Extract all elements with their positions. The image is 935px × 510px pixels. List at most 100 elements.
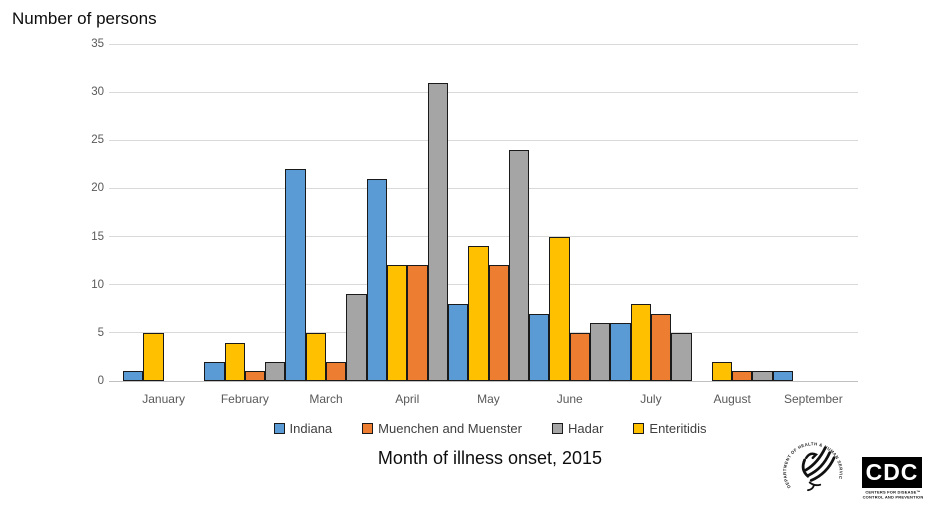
y-axis-tick-label: 15 [91,230,104,243]
bar-indiana-january [123,371,144,381]
legend-label: Muenchen and Muenster [378,421,522,436]
bar-enteritidis-june [549,236,570,381]
bar-slot [752,44,773,381]
bar-group-may [447,44,530,381]
bar-enteritidis-january [143,332,164,381]
bar-slot [427,44,448,381]
legend-swatch [362,423,374,434]
bar-slot [123,44,144,381]
hhs-seal-logo: DEPARTMENT OF HEALTH & HUMAN SERVICES • … [774,424,845,492]
bar-hadar-march [346,294,367,381]
x-axis-tick-label: September [784,392,843,406]
bar-slot [143,44,164,381]
legend-item-indiana: Indiana [273,421,333,436]
gridline [109,43,858,45]
bar-group-june [529,44,611,381]
y-axis-tick-label: 25 [91,134,104,147]
y-axis-tick-label: 5 [97,326,104,339]
bar-indiana-february [204,361,225,381]
bar-slot [346,44,367,381]
bar-hadar-july [671,332,692,381]
bar-slot [488,44,509,381]
bar-indiana-april [366,178,387,381]
bar-slot [265,44,286,381]
gridline [109,187,858,189]
x-axis-tick-label: August [713,392,751,406]
bar-slot [407,44,428,381]
y-axis-tick-label: 35 [91,38,104,50]
x-axis-tick-label: July [640,392,662,406]
bar-muenchen-and-muenster-july [650,313,672,381]
bar-slot [569,44,591,381]
cdc-logo-acronym: CDC [862,457,922,488]
y-axis-tick-label: 30 [91,86,104,99]
bar-slot [244,44,266,381]
gridline [109,139,858,141]
bar-hadar-may [508,149,530,381]
bar-slot [447,44,469,381]
legend-item-enteritidis: Enteritidis [633,421,706,436]
x-axis-tick-label: January [142,392,185,406]
legend-item-muenchen-and-muenster: Muenchen and Muenster [362,421,522,436]
bar-enteritidis-april [386,265,408,381]
bar-slot [793,44,813,381]
bar-slot [529,44,550,381]
bar-indiana-june [529,313,550,381]
bar-hadar-february [265,361,286,381]
bar-enteritidis-february [224,342,245,381]
chart-legend: Indiana Muenchen and Muenster Hadar Enterit… [109,421,871,436]
bar-group-march [285,44,367,381]
y-axis-tick-labels: 0 5 10 15 20 25 30 35 [58,38,104,387]
bar-enteritidis-july [630,303,651,381]
cdc-tagline-line2: CONTROL AND PREVENTION [862,494,924,500]
legend-swatch [551,423,563,434]
bar-slot [184,44,204,381]
plot-area [109,43,858,382]
x-axis-tick-label: February [220,392,269,406]
bar-indiana-september [772,371,794,381]
bar-slot [386,44,408,381]
x-axis-title: Month of illness onset, 2015 [377,448,603,468]
bar-slot [650,44,672,381]
bar-indiana-may [447,303,469,381]
cdc-logo: CDC CENTERS FOR DISEASE™ CONTROL AND PRE… [862,457,924,509]
y-axis-tick-label: 0 [97,375,104,387]
bar-hadar-august [752,371,773,381]
hhs-eagle-icon [801,446,836,492]
bar-slot [164,44,184,381]
cdc-logo-tagline: CENTERS FOR DISEASE™ CONTROL AND PREVENT… [862,490,924,500]
bar-muenchen-and-muenster-august [732,371,753,381]
legend-label: Indiana [289,421,333,436]
gridline [109,91,858,93]
bar-enteritidis-may [468,246,489,381]
bar-slot [671,44,692,381]
bar-slot [813,44,833,381]
bar-muenchen-and-muenster-june [569,332,591,381]
bar-slot [732,44,753,381]
bar-muenchen-and-muenster-april [407,265,428,381]
legend-swatch [633,423,645,434]
bar-hadar-june [590,323,611,381]
legend-label: Hadar [567,421,604,436]
bar-group-august [692,44,773,381]
gridline [109,380,858,382]
bar-enteritidis-august [711,361,733,381]
x-axis-tick-label: May [477,392,500,406]
bar-group-september [772,44,854,381]
bar-slot [610,44,631,381]
bar-muenchen-and-muenster-may [488,265,509,381]
bar-indiana-march [285,169,306,381]
x-axis-tick-label: March [309,392,343,406]
bar-group-july [610,44,692,381]
bar-slot [204,44,225,381]
bar-hadar-april [427,82,448,381]
y-axis-tick-label: 10 [91,278,104,291]
bar-slot [692,44,712,381]
x-axis-tick-label: June [556,392,583,406]
bar-group-january [123,44,204,381]
bar-slot [366,44,387,381]
bar-muenchen-and-muenster-march [326,361,347,381]
bar-slot [468,44,489,381]
bar-slot [508,44,530,381]
